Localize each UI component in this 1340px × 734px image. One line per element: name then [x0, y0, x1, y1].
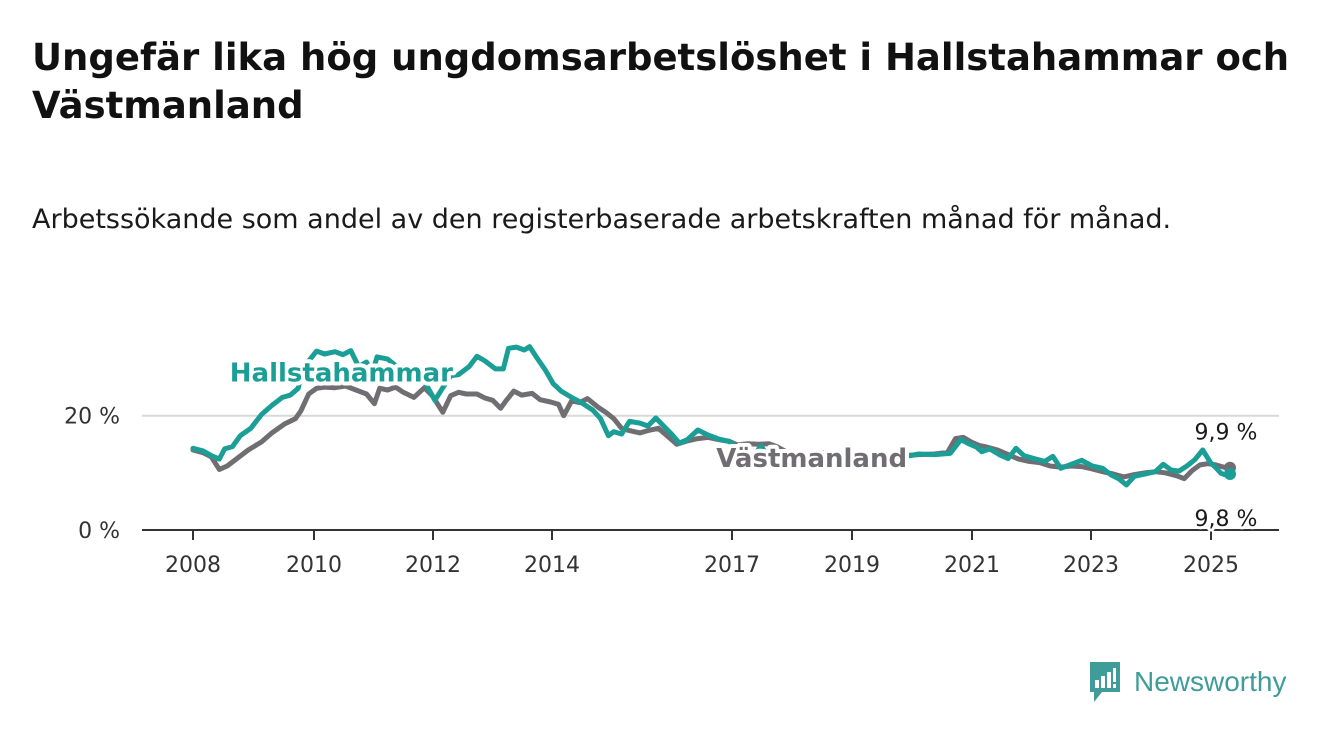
x-tick-label: 2010 — [286, 553, 342, 578]
end-value-label: 9,9 % — [1195, 421, 1258, 446]
series-endpoint — [1224, 468, 1236, 480]
x-tick-label: 2019 — [824, 553, 880, 578]
x-tick-label: 2014 — [524, 553, 580, 578]
x-tick-label: 2012 — [405, 553, 461, 578]
x-tick-label: 2023 — [1063, 553, 1119, 578]
chart-title: Ungefär lika hög ungdomsarbetslöshet i H… — [32, 36, 1290, 127]
series-label-halo: Hallstahammar — [230, 358, 453, 388]
series-label-halo: Västmanland — [716, 444, 907, 474]
x-tick-label: 2025 — [1183, 553, 1239, 578]
x-tick-label: 2021 — [944, 553, 1000, 578]
newsworthy-logo: Newsworthy — [1088, 660, 1286, 704]
x-tick-label: 2008 — [165, 553, 221, 578]
x-axis: 0 % 20 % 2008 2010 2012 2014 2017 2019 2021 2023 2… — [64, 405, 1279, 578]
series-labels: HallstahammarHallstahammarVästmanlandVäs… — [226, 354, 1261, 535]
series-line-hallstahammar — [190, 344, 1233, 488]
end-value-label: 9,8 % — [1195, 507, 1258, 532]
chart-subtitle: Arbetssökande som andel av den registerb… — [32, 204, 1172, 235]
series-lines — [190, 344, 1236, 488]
newsworthy-logo-icon — [1090, 662, 1120, 702]
series-label: Västmanland — [716, 444, 907, 474]
line-chart: 0 % 20 % 2008 2010 2012 2014 2017 2019 2021 2023 2… — [64, 344, 1279, 578]
brand-name: Newsworthy — [1134, 666, 1287, 697]
end-value-halo: 9,9 % — [1195, 421, 1258, 446]
end-value-halo: 9,8 % — [1195, 507, 1258, 532]
series-label: Hallstahammar — [230, 358, 453, 388]
x-tick-label: 2017 — [704, 553, 760, 578]
y-tick-label: 0 % — [78, 519, 120, 544]
y-tick-label: 20 % — [64, 405, 120, 430]
